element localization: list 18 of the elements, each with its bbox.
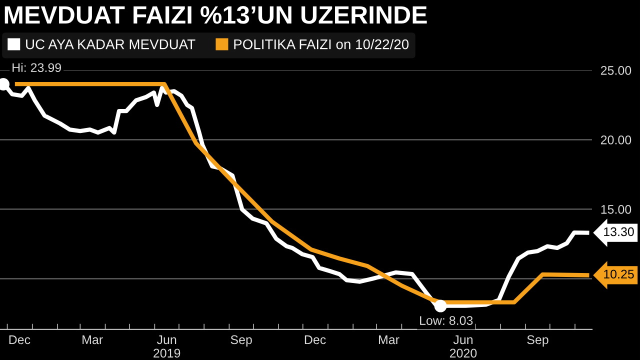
chart-title: MEVDUAT FAIZI %13’UN UZERINDE [4,6,427,24]
x-tick-label: Sep [230,335,252,347]
x-tick-label: Jun 2020 [450,335,477,358]
x-tick-label: Sep [527,335,548,347]
x-tick-label: Dec [304,335,326,344]
x-tick-label: Mar [82,335,103,344]
legend-label: POLITIKA FAIZI on 10/22/20 [234,39,409,50]
annotation: Hi: 23.99 [12,62,62,72]
x-tick-label: Jun 2019 [154,335,180,358]
legend-label: UC AYA KADAR MEVDUAT [26,39,196,50]
annotation: 13.30 [604,227,634,236]
y-tick-label: 15.00 [601,204,632,214]
y-tick-label: 20.00 [600,135,632,144]
x-tick-label: Mar [378,335,400,344]
y-tick-label: 25.00 [600,66,632,75]
annotation: Low: 8.03 [420,316,473,325]
annotation: 10.25 [604,270,634,279]
x-tick-label: Dec [9,335,30,344]
